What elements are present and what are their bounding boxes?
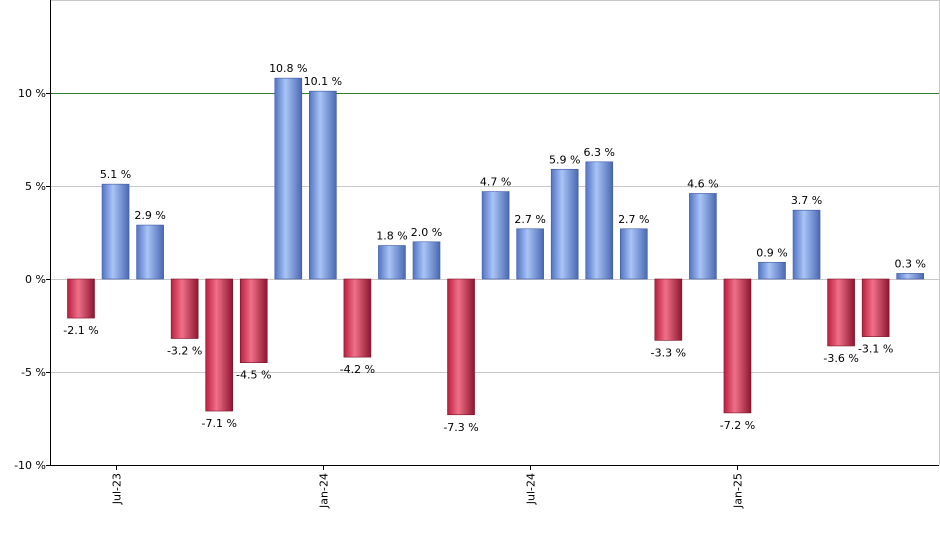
bar: [309, 90, 337, 280]
data-label: -4.2 %: [340, 363, 375, 376]
x-tick-label: Jan-24: [318, 473, 331, 509]
data-label: 2.7 %: [514, 213, 545, 226]
data-label: 10.8 %: [269, 62, 307, 75]
data-label: 3.7 %: [791, 194, 822, 207]
data-label: 1.8 %: [376, 230, 407, 243]
data-label: -3.3 %: [651, 346, 686, 359]
bar: [412, 241, 441, 280]
data-label: 10.1 %: [304, 75, 342, 88]
bar: [585, 161, 614, 280]
bar: [136, 224, 164, 280]
bar: [654, 278, 683, 341]
bar: [239, 278, 268, 363]
x-tick-label: Jul-23: [111, 473, 124, 505]
bar: [378, 245, 406, 280]
x-tick-label: Jul-24: [525, 473, 538, 505]
data-label: 2.9 %: [134, 209, 165, 222]
data-label: 4.7 %: [480, 176, 511, 189]
data-labels: -2.1 % 5.1 % 2.9 % -3.2 % -7.1 % -4.5 % 10.8 %…: [63, 62, 926, 434]
data-label: -3.2 %: [167, 345, 202, 358]
data-label: 5.9 %: [549, 153, 580, 166]
data-label: 2.0 %: [411, 226, 442, 239]
data-label: -7.2 %: [720, 419, 755, 432]
bar: [723, 278, 752, 414]
bar: [827, 278, 855, 347]
y-tick-label: -10 %: [14, 459, 46, 472]
bar: [170, 278, 199, 339]
bar: [274, 77, 303, 280]
bar: [343, 278, 372, 358]
bar: [205, 278, 233, 412]
bar: [67, 278, 95, 319]
data-label: 0.9 %: [756, 246, 787, 259]
bar: [689, 193, 717, 280]
bar: [619, 228, 648, 280]
axes: -10 % -5 % 0 % 5 % 10 % Jul-23 Jan-24 Jul-24 Jan…: [14, 0, 939, 509]
data-label: 6.3 %: [584, 146, 615, 159]
bar: [861, 278, 890, 337]
bar: [792, 209, 821, 280]
bar: [896, 273, 925, 280]
bar: [101, 183, 130, 280]
bar: [516, 228, 544, 280]
bar: [550, 168, 579, 280]
bar: [481, 191, 510, 280]
data-label: 4.6 %: [687, 177, 718, 190]
bars: [67, 77, 925, 416]
data-label: 2.7 %: [618, 213, 649, 226]
data-label: -7.3 %: [443, 421, 478, 434]
data-label: 0.3 %: [894, 257, 925, 270]
bar: [758, 261, 786, 280]
data-label: 5.1 %: [100, 168, 131, 181]
data-label: -2.1 %: [63, 324, 98, 337]
data-label: -3.6 %: [823, 352, 858, 365]
y-tick-label: 10 %: [18, 87, 46, 100]
data-label: -4.5 %: [236, 369, 271, 382]
data-label: -7.1 %: [201, 417, 236, 430]
bar: [447, 278, 475, 416]
data-label: -3.1 %: [858, 343, 893, 356]
y-tick-label: 5 %: [25, 180, 46, 193]
x-tick-label: Jan-25: [732, 473, 745, 509]
y-tick-label: -5 %: [21, 366, 46, 379]
y-tick-label: 0 %: [25, 273, 46, 286]
